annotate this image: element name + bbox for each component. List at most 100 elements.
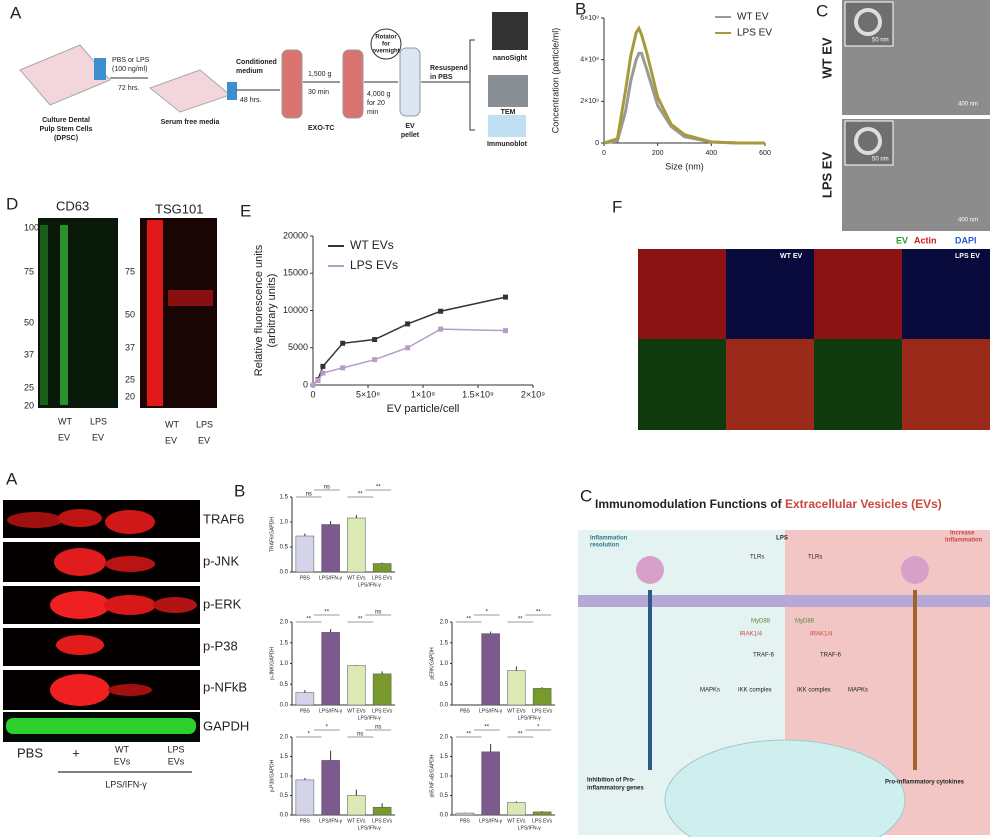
x-axis-label: Size (nm) — [665, 161, 704, 171]
panel-label: E — [240, 201, 251, 220]
panel-label: B — [575, 0, 586, 18]
y-tick-label: 2×10⁹ — [580, 98, 599, 105]
y-tick-label: 1.0 — [440, 661, 449, 667]
y-tick-label: 0.0 — [440, 813, 449, 819]
vesicle — [854, 127, 882, 155]
sig-label: * — [486, 610, 489, 616]
tem-panel: WT EV LPS EV 50 nm 400 nm 50 nm 400 nm — [819, 0, 990, 231]
sig-label: ** — [306, 617, 311, 623]
label: TRAF-6 — [753, 653, 775, 659]
x-tick-label: LPS/IFN-γ — [479, 708, 503, 714]
label: MyD88 — [795, 619, 815, 625]
label: TLRs — [808, 555, 822, 561]
point — [372, 337, 378, 343]
x-tick-label: WT EVs — [507, 708, 526, 714]
bar — [321, 632, 340, 706]
label: MAPKs — [700, 688, 720, 694]
x-tick-label: LPS EVs — [372, 575, 393, 581]
y-tick-label: 0.5 — [280, 793, 289, 799]
sig-label: * — [308, 732, 311, 738]
blot — [38, 218, 118, 408]
band — [60, 225, 68, 405]
y-tick-label: 2.0 — [440, 735, 449, 741]
image — [638, 339, 726, 430]
step-text: for 20 — [367, 100, 385, 107]
x-tick-label: 1×10⁹ — [411, 389, 435, 399]
series-line — [312, 328, 506, 386]
x-tick-label: PBS — [300, 708, 311, 714]
point — [438, 308, 444, 314]
step-text: Pulp Stem Cells — [40, 126, 93, 133]
y-tick-label: 0.0 — [280, 703, 289, 709]
sig-label: ns — [375, 725, 381, 731]
lane-label: EV — [92, 432, 104, 442]
image-label: LPS EV — [955, 253, 980, 260]
bar — [507, 802, 526, 816]
workflow: PBS or LPS (100 ng/ml) 72 hrs. Culture D… — [19, 12, 528, 148]
x-tick-label: 1.5×10⁹ — [462, 389, 494, 399]
x-tick-label: 0 — [310, 389, 315, 399]
image — [902, 249, 990, 339]
blots: CD63 TSG101 100 75 50 37 25 20 75 50 37 … — [24, 198, 217, 445]
step-text: 1,500 g — [308, 71, 331, 78]
point — [405, 321, 411, 327]
y-tick-label: 1.0 — [280, 520, 289, 526]
point — [315, 378, 321, 384]
point — [340, 340, 346, 346]
step-text: medium — [236, 68, 263, 75]
step-text: (DPSC) — [54, 135, 78, 142]
scale-bar: 400 nm — [958, 218, 978, 224]
band — [104, 595, 156, 615]
group-label: LPS/IFN-γ — [518, 825, 542, 831]
band — [58, 509, 102, 527]
lane-label: EV — [58, 432, 70, 442]
vesicle — [854, 8, 882, 36]
x-tick-label: LPS/IFN-γ — [319, 575, 343, 581]
step-text: nanoSight — [493, 55, 528, 62]
sig-label: ** — [466, 732, 471, 738]
point — [438, 326, 444, 332]
label: Inhibition of Pro- — [587, 778, 635, 784]
blot-title: CD63 — [56, 198, 89, 213]
lane-label: EV — [165, 435, 177, 445]
image — [902, 339, 990, 430]
scale-bar: 50 nm — [872, 157, 889, 163]
y-axis-label: (arbitrary units) — [266, 274, 278, 348]
point — [503, 328, 508, 334]
protein-label: p-NFkB — [203, 679, 247, 694]
bracket — [469, 39, 475, 131]
ev-cluster — [636, 556, 664, 584]
y-tick-label: 6×10⁹ — [580, 15, 599, 22]
x-tick-label: WT EVs — [347, 708, 366, 714]
bar — [372, 563, 392, 573]
sig-label: * — [326, 725, 329, 731]
x-tick-label: LPS/IFN-γ — [319, 818, 343, 824]
band — [147, 220, 163, 406]
diagram: Immunomodulation Functions of Extracellu… — [578, 497, 990, 837]
step-text: EV — [405, 123, 415, 130]
step-text: EXO-TC — [308, 125, 334, 132]
step-text: for — [382, 42, 391, 48]
bar — [507, 670, 526, 706]
band — [153, 597, 197, 613]
band — [6, 718, 196, 734]
y-tick-label: 1.5 — [440, 754, 449, 760]
ev-cluster — [901, 556, 929, 584]
sig-label: ** — [484, 725, 489, 731]
series-line — [603, 25, 765, 145]
bar — [295, 535, 315, 573]
label: IRAK1/4 — [740, 632, 763, 638]
group-label: LPS/IFN-γ — [358, 582, 382, 588]
bar — [347, 517, 366, 573]
image-label: WT EV — [780, 253, 802, 260]
sig-label: ** — [358, 617, 363, 623]
label: LPS — [776, 536, 788, 542]
y-tick-label: 15000 — [283, 268, 308, 278]
y-tick-label: 0.0 — [280, 570, 289, 576]
label: IKK complex — [797, 688, 831, 694]
image — [814, 339, 902, 430]
point — [320, 370, 326, 376]
group-label: LPS/IFN-γ — [518, 715, 542, 721]
label: resolution — [590, 543, 619, 549]
bar — [532, 811, 552, 816]
